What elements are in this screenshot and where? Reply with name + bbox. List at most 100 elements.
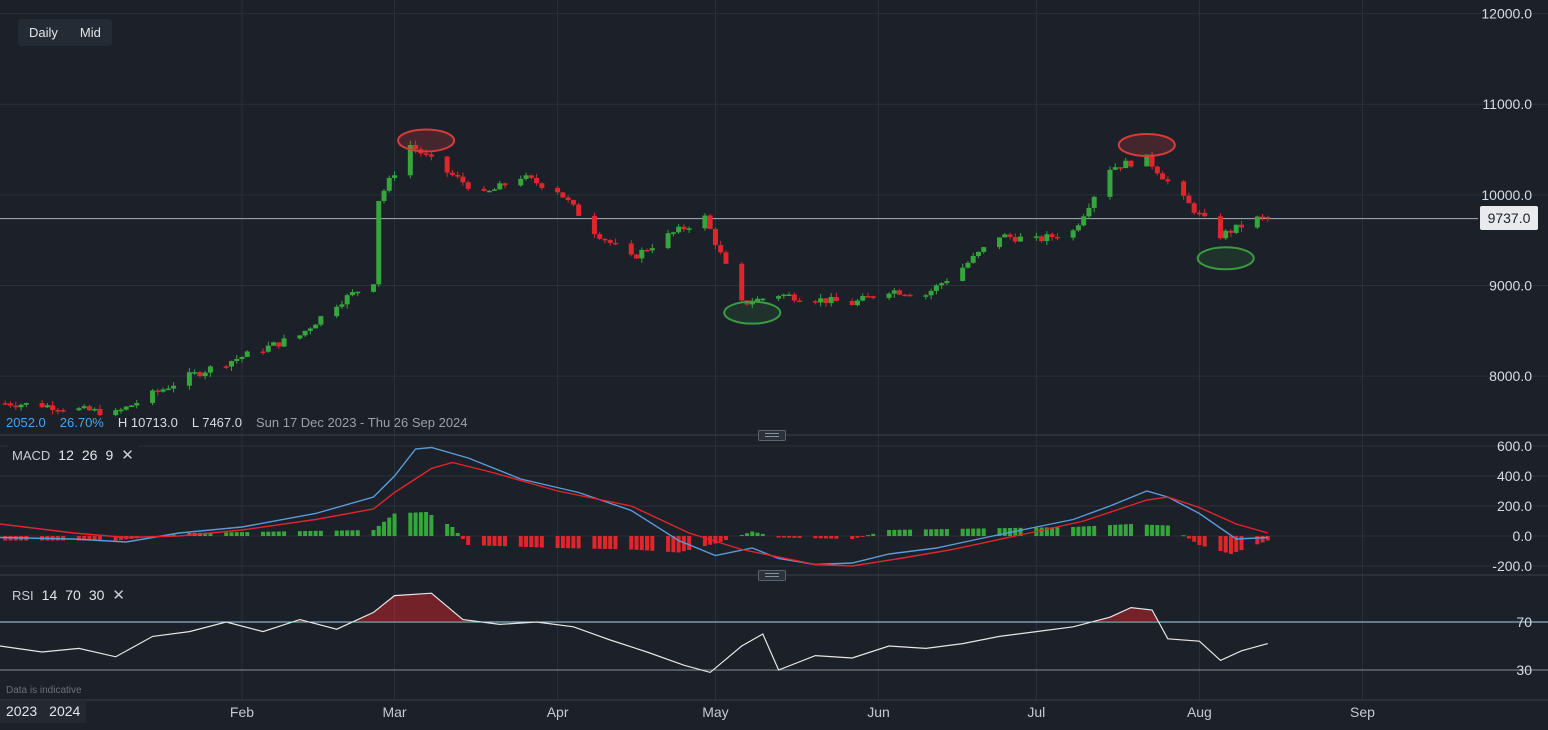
- timeframe-daily-button[interactable]: Daily: [29, 25, 58, 40]
- close-icon[interactable]: ✕: [121, 447, 134, 464]
- rsi-indicator-label: RSI 14 70 30 ✕: [8, 584, 129, 606]
- candle-body: [228, 361, 234, 367]
- macd-histogram-bar: [1186, 536, 1191, 539]
- macd-histogram-bar: [971, 528, 976, 536]
- timeframe-mid-button[interactable]: Mid: [79, 25, 101, 40]
- candle-body: [886, 293, 892, 298]
- macd-histogram-bar: [776, 536, 781, 538]
- candle-body: [676, 226, 682, 233]
- candle-body: [60, 410, 66, 412]
- macd-histogram-bar: [708, 536, 713, 545]
- candle-body: [1007, 234, 1013, 237]
- candle-body: [186, 372, 192, 386]
- macd-axis-label: 0.0: [1513, 528, 1533, 544]
- candle-body: [707, 215, 713, 229]
- candle-body: [1012, 236, 1018, 242]
- macd-histogram-bar: [82, 536, 87, 541]
- macd-axis-label: 600.0: [1497, 438, 1532, 454]
- candle-body: [8, 403, 14, 406]
- macd-histogram-bar: [750, 531, 755, 536]
- change-percent: 26.70%: [59, 415, 104, 430]
- macd-histogram-bar: [760, 533, 765, 536]
- candle-body: [123, 406, 129, 410]
- macd-line: [0, 446, 1268, 566]
- candle-body: [297, 335, 303, 339]
- year-tags: 2023 2024: [0, 700, 87, 723]
- candle-body: [165, 388, 171, 391]
- macd-histogram-bar: [1265, 536, 1270, 541]
- macd-histogram-bar: [1155, 525, 1160, 536]
- candle-body: [718, 245, 724, 253]
- macd-histogram-bar: [266, 531, 271, 536]
- candle-body: [923, 295, 929, 297]
- candle-body: [828, 296, 834, 304]
- candle-body: [81, 406, 87, 409]
- macd-histogram-bar: [1144, 524, 1149, 536]
- macd-axis-label: 200.0: [1497, 498, 1532, 514]
- date-range: Sun 17 Dec 2023 - Thu 26 Sep 2024: [255, 415, 468, 430]
- candle-body: [702, 215, 708, 229]
- candle-body: [1044, 234, 1050, 242]
- candle-body: [776, 296, 782, 299]
- macd-axis-label: -200.0: [1492, 558, 1532, 574]
- macd-histogram-bar: [1081, 526, 1086, 536]
- candle-body: [76, 408, 82, 411]
- resistance-highlight: [397, 128, 456, 153]
- macd-histogram-bar: [376, 525, 381, 536]
- macd-histogram-bar: [339, 530, 344, 536]
- candle-body: [339, 304, 345, 307]
- candle-body: [355, 291, 361, 294]
- macd-histogram-bar: [308, 531, 313, 536]
- candle-body: [260, 351, 266, 354]
- candle-body: [591, 215, 597, 235]
- candle-body: [1149, 154, 1155, 167]
- candle-body: [207, 366, 213, 373]
- macd-histogram-bar: [908, 529, 913, 536]
- candle-body: [449, 172, 455, 175]
- year-2023: 2023: [6, 703, 38, 719]
- macd-histogram-bar: [860, 536, 865, 537]
- pane-resize-handle[interactable]: [758, 570, 786, 581]
- candle-body: [386, 177, 392, 191]
- macd-histogram-bar: [524, 536, 529, 547]
- candle-body: [202, 372, 208, 377]
- month-label: Aug: [1187, 704, 1212, 720]
- macd-histogram-bar: [350, 530, 355, 536]
- candle-body: [276, 342, 282, 347]
- candle-body: [818, 298, 824, 303]
- candle-body: [786, 294, 792, 297]
- candle-body: [760, 298, 766, 301]
- candle-body: [523, 175, 529, 179]
- macd-histogram-bar: [245, 532, 250, 536]
- macd-histogram-bar: [455, 533, 460, 536]
- close-icon[interactable]: ✕: [112, 587, 125, 604]
- rsi-upper: 70: [65, 587, 81, 603]
- macd-histogram-bar: [303, 531, 308, 536]
- macd-histogram-bar: [645, 536, 650, 551]
- candle-body: [723, 252, 729, 264]
- macd-histogram-bar: [566, 536, 571, 549]
- macd-histogram-bar: [1092, 525, 1097, 536]
- candle-body: [44, 405, 50, 408]
- candle-body: [92, 408, 98, 411]
- macd-histogram-bar: [171, 534, 176, 536]
- candle-body: [381, 190, 387, 201]
- month-label: Feb: [230, 704, 254, 720]
- candle-body: [1202, 212, 1208, 217]
- candle-body: [1081, 216, 1087, 226]
- candle-body: [234, 358, 240, 362]
- candle-body: [960, 267, 966, 281]
- candle-body: [1238, 224, 1244, 228]
- macd-histogram-bar: [713, 536, 718, 544]
- candle-body: [13, 405, 19, 408]
- macd-histogram-bar: [997, 528, 1002, 536]
- candle-body: [465, 182, 471, 189]
- candle-body: [712, 228, 718, 246]
- macd-histogram-bar: [318, 530, 323, 536]
- macd-histogram-bar: [429, 515, 434, 536]
- pane-resize-handle[interactable]: [758, 430, 786, 441]
- candle-body: [1018, 236, 1024, 242]
- macd-histogram-bar: [1055, 527, 1060, 536]
- macd-histogram-bar: [1234, 536, 1239, 553]
